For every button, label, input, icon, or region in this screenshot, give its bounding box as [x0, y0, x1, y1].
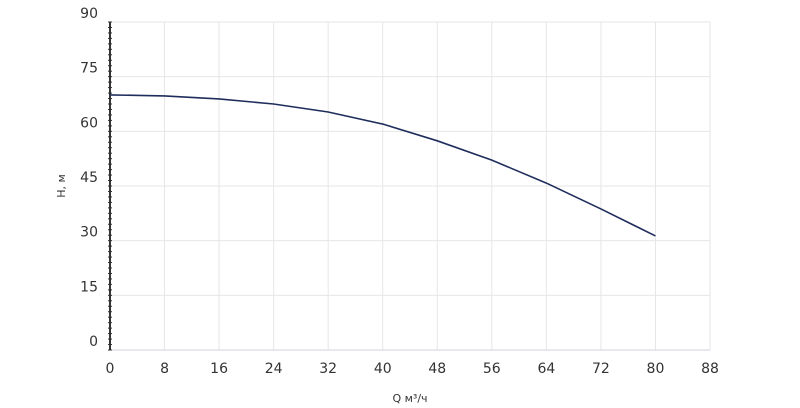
x-tick-label: 8 — [160, 361, 169, 377]
y-tick-label: 15 — [80, 279, 98, 295]
x-axis-label: Q м³/ч — [392, 392, 427, 405]
x-tick-label: 80 — [647, 361, 665, 377]
x-tick-label: 32 — [319, 361, 337, 377]
y-tick-label: 75 — [80, 61, 98, 77]
y-tick-label: 45 — [80, 170, 98, 186]
x-tick-label: 88 — [701, 361, 719, 377]
y-tick-label: 0 — [89, 334, 98, 350]
x-tick-label: 72 — [592, 361, 610, 377]
x-tick-label: 48 — [428, 361, 446, 377]
y-tick-label: 30 — [80, 225, 98, 241]
y-tick-label: 90 — [80, 6, 98, 22]
x-tick-label: 16 — [210, 361, 228, 377]
y-axis-label: H, м — [55, 174, 68, 198]
x-tick-label: 0 — [106, 361, 115, 377]
x-tick-label: 64 — [537, 361, 555, 377]
curve — [109, 94, 656, 237]
x-tick-label: 56 — [483, 361, 501, 377]
y-tick-label: 60 — [80, 115, 98, 131]
x-tick-label: 24 — [265, 361, 283, 377]
x-tick-label: 40 — [374, 361, 392, 377]
